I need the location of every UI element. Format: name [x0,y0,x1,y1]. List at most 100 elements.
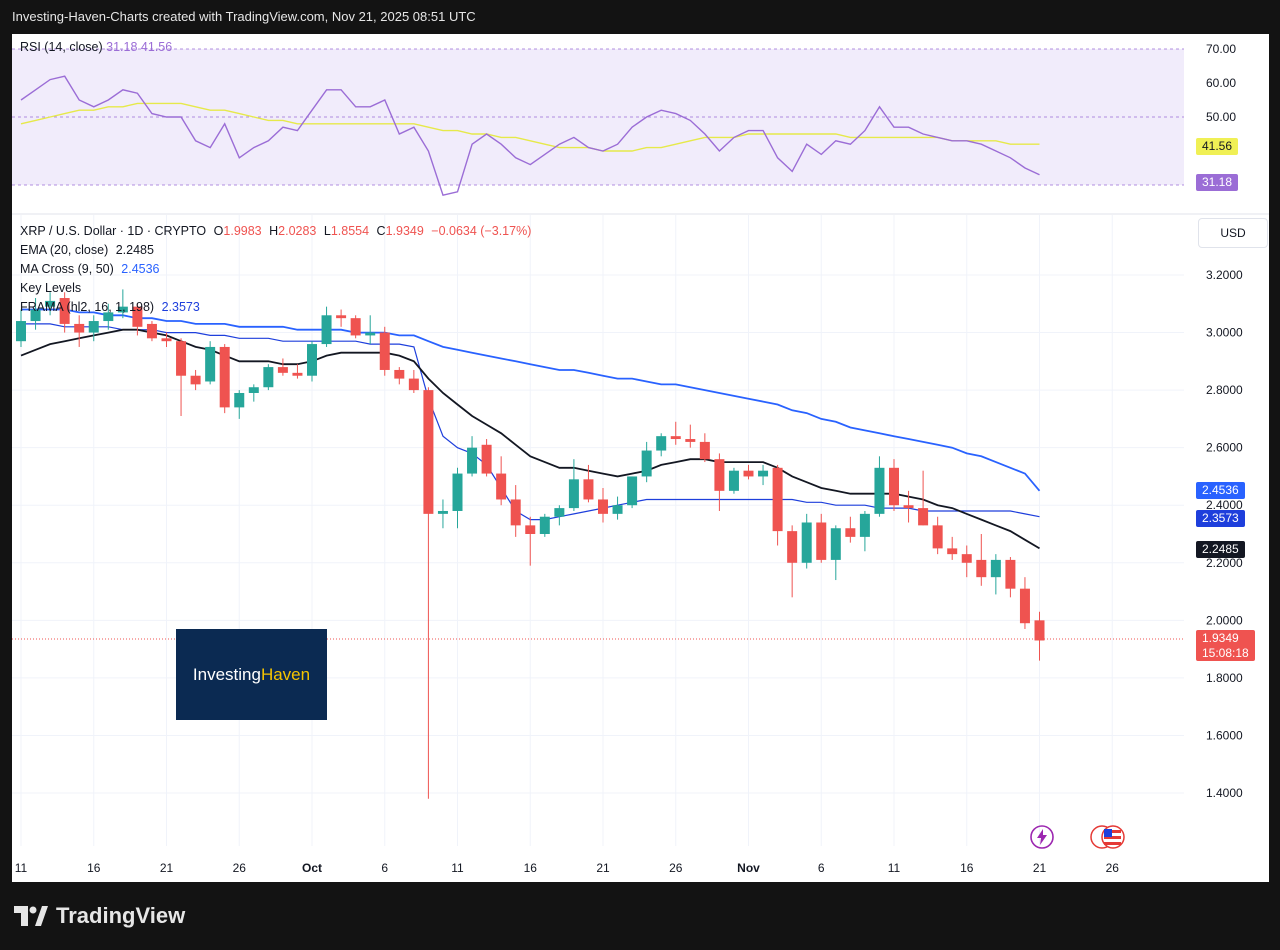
low-value: 1.8554 [330,224,370,238]
candle [16,309,26,347]
candle [59,292,70,333]
time-axis-label: 26 [233,861,247,875]
candle-body [816,522,827,560]
candle-body [758,470,769,477]
candle-body [161,338,172,342]
rsi-band [12,49,1184,185]
price-axis-tick: 1.6000 [1206,728,1243,742]
key-levels-legend[interactable]: Key Levels [20,281,81,295]
candle-body [830,528,841,560]
ema-price-tag: 2.2485 [1196,541,1245,558]
candle-body [612,505,623,514]
candle-body [132,306,143,327]
candle-body [714,459,725,491]
candle-body [307,344,317,376]
candle-body [452,473,463,511]
frama-value: 2.3573 [161,300,200,314]
candle-body [525,525,536,534]
candle-body [481,444,492,474]
time-axis-label: 21 [160,861,174,875]
candle-body [1034,620,1045,641]
candle-body [801,522,812,563]
candle [190,369,201,391]
candle-body [961,554,972,563]
us-flag-icon[interactable] [1089,824,1127,850]
candle-body [365,332,376,336]
candle [365,315,376,345]
candle-body [728,470,739,491]
candle-body [496,473,507,500]
candle [612,496,623,520]
candle-body [641,450,652,477]
currency-button[interactable]: USD [1198,218,1268,248]
candle-body [787,531,798,563]
candle [787,525,798,598]
time-axis-label: 6 [818,861,825,875]
candle [74,315,85,347]
candle-body [16,321,26,342]
last-price-value: 1.9349 [1202,631,1239,645]
ma-value: 2.4536 [121,262,160,276]
candle [714,453,725,511]
investinghaven-watermark: InvestingHaven [176,629,327,720]
price-axis-tick: 2.6000 [1206,441,1243,455]
price-axis-tick: 1.4000 [1206,786,1243,800]
candle [656,433,667,457]
candle-body [263,367,274,388]
ma-cross-legend[interactable]: MA Cross (9, 50) 2.4536 [20,262,160,276]
price-grid [12,215,1184,846]
frama-legend[interactable]: FRAMA (hl2, 16, 1, 198) 2.3573 [20,300,200,314]
candle-body [627,476,638,506]
price-axis-tick: 2.0000 [1206,613,1243,627]
candle [801,513,812,569]
rsi-legend[interactable]: RSI (14, close) 31.18 41.56 [20,40,172,54]
candle [132,303,143,336]
candle [874,456,885,517]
candle-body [437,510,448,514]
time-axis-label: 11 [888,861,901,875]
change-value: −0.0634 (−3.17%) [431,224,532,238]
candle [889,459,899,511]
time-axis-label: 11 [15,861,28,875]
candle [263,364,274,391]
candle [219,344,230,414]
time-axis-label: 21 [596,861,610,875]
watermark-haven: Haven [260,665,311,684]
candle [481,439,492,477]
candle-body [277,367,288,373]
candle-body [408,378,419,391]
time-axis-label: 26 [1106,861,1120,875]
candle [990,554,1001,595]
price-axis-tick: 3.0000 [1206,326,1243,340]
candle [437,499,448,529]
candle [903,490,914,523]
candle-body [598,499,608,514]
lightning-icon[interactable] [1029,824,1055,850]
ma-price-tag: 2.4536 [1196,482,1245,499]
symbol-legend[interactable]: XRP / U.S. Dollar · 1D · CRYPTO O1.9983 … [20,224,531,238]
candle-body [583,479,594,500]
candle [772,464,783,546]
candle-body [219,346,230,408]
candle-body [379,332,390,370]
candle-body [539,516,550,534]
candle [510,485,521,537]
candle [336,309,347,327]
candle [743,464,754,480]
candle [234,390,245,419]
rsi-axis-tick: 60.00 [1206,76,1236,90]
candle-body [859,513,870,537]
candle-body [889,467,899,506]
candle [350,315,361,339]
candle [423,387,434,799]
price-axis-tick: 2.2000 [1206,556,1243,570]
candle [830,525,841,581]
ema-legend[interactable]: EMA (20, close) 2.2485 [20,243,154,257]
candle-body [394,369,405,379]
axes: 3.2000 3.0000 2.8000 2.6000 2.4000 2.2000 2.00… [12,268,1243,875]
rsi-legend-name: RSI (14, close) [20,40,103,54]
candle [641,441,652,483]
